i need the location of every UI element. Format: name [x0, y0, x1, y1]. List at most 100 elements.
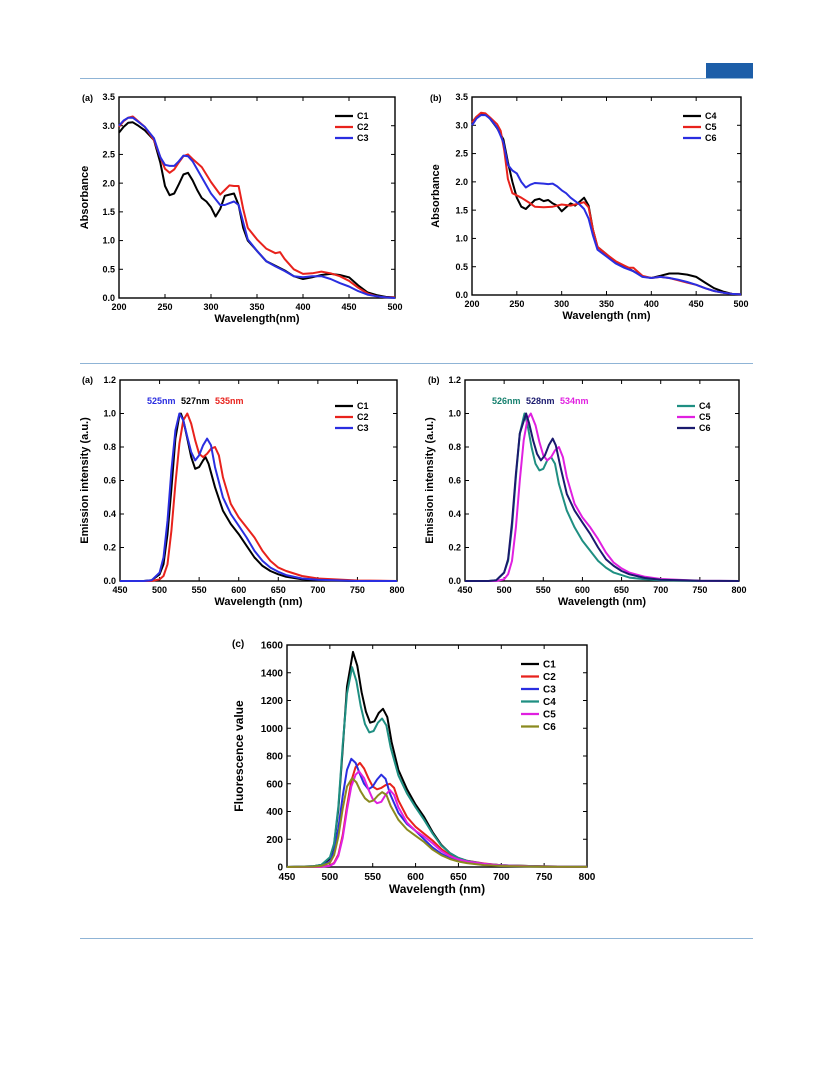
y-tick-label: 1.0: [102, 236, 115, 246]
x-tick-label: 650: [450, 872, 467, 883]
y-tick-label: 2.0: [102, 178, 115, 188]
y-tick-label: 1.2: [103, 375, 116, 385]
x-tick-label: 700: [653, 585, 668, 595]
bottom-rule: [80, 938, 753, 939]
plot-frame: [118, 96, 396, 299]
x-tick-label: 750: [350, 585, 365, 595]
x-tick-label: 650: [271, 585, 286, 595]
legend-label-c1: C1: [357, 111, 369, 121]
x-tick-label: 750: [536, 872, 553, 883]
x-tick-label: 600: [575, 585, 590, 595]
legend-label-c5: C5: [543, 710, 556, 721]
y-tick-label: 3.0: [455, 120, 468, 130]
x-tick-label: 500: [152, 585, 167, 595]
y-tick-label: 1.2: [448, 375, 461, 385]
series-line-c6: [471, 114, 742, 296]
x-tick-label: 550: [364, 872, 381, 883]
series-line-c4: [286, 666, 588, 868]
x-tick-label: 550: [192, 585, 207, 595]
x-tick-label: 500: [497, 585, 512, 595]
y-tick-label: 2.5: [455, 149, 468, 159]
y-tick-label: 1.5: [455, 205, 468, 215]
x-tick-label: 800: [389, 585, 404, 595]
x-tick-label: 400: [644, 299, 659, 309]
x-tick-label: 450: [689, 299, 704, 309]
y-tick-label: 600: [266, 779, 283, 790]
series-line-c1: [286, 650, 588, 868]
legend-label-c1: C1: [357, 401, 369, 411]
chart-abs-b: 200 250 300 350 400 450 500 0.0 0.5 1.0 1.5 2.0 2.5 3…: [430, 92, 749, 322]
x-axis-label: Wavelength (nm): [389, 882, 485, 896]
x-tick-label: 600: [407, 872, 424, 883]
y-axis-label: Emission intensity (a.u.): [79, 417, 91, 544]
peak-annotation: 526nm: [492, 396, 521, 406]
legend-label-c5: C5: [705, 122, 717, 132]
x-tick-label: 550: [536, 585, 551, 595]
y-tick-label: 0.5: [455, 262, 468, 272]
x-tick-label: 800: [731, 585, 746, 595]
y-tick-label: 1.0: [448, 409, 461, 419]
y-tick-label: 1000: [261, 724, 284, 735]
x-tick-label: 450: [112, 585, 127, 595]
x-tick-label: 250: [509, 299, 524, 309]
legend-label-c6: C6: [705, 133, 717, 143]
x-tick-label: 450: [279, 872, 296, 883]
x-tick-label: 450: [457, 585, 472, 595]
x-tick-label: 200: [464, 299, 479, 309]
legend-label-c2: C2: [543, 672, 556, 683]
series-line-c4: [471, 113, 742, 296]
panel-label: (a): [82, 375, 93, 385]
x-tick-label: 650: [614, 585, 629, 595]
middle-rule: [80, 363, 753, 364]
header-accent-tab: [706, 63, 753, 78]
y-tick-label: 0.5: [102, 264, 115, 274]
plot-frame: [119, 379, 398, 582]
y-tick-label: 0.8: [448, 442, 461, 452]
x-axis-label: Wavelength (nm): [558, 596, 647, 608]
series-line-c3: [120, 412, 397, 582]
y-tick-label: 0.4: [103, 509, 116, 519]
peak-annotation: 525nm: [147, 396, 176, 406]
chart-fluo-c: 450 500 550 600 650 700 750 800 0 200 400 600 800 100…: [232, 639, 596, 896]
y-tick-label: 3.0: [102, 121, 115, 131]
legend-label-c2: C2: [357, 122, 369, 132]
legend-label-c1: C1: [543, 660, 556, 671]
series-line-c1: [120, 412, 397, 582]
series-line-c5: [471, 111, 742, 296]
top-rule: [80, 78, 753, 79]
y-axis-label: Emission intensity (a.u.): [424, 417, 436, 544]
series-line-c4: [465, 412, 739, 582]
y-tick-label: 0.8: [103, 442, 116, 452]
y-tick-label: 1400: [261, 668, 284, 679]
y-tick-label: 1.5: [102, 207, 115, 217]
y-tick-label: 1600: [261, 641, 284, 652]
legend-label-c2: C2: [357, 412, 369, 422]
panel-label: (c): [232, 639, 244, 650]
y-tick-label: 0.0: [102, 293, 115, 303]
x-axis-label: Wavelength (nm): [214, 596, 303, 608]
y-tick-label: 0.0: [103, 576, 116, 586]
y-tick-label: 3.5: [102, 92, 115, 102]
x-tick-label: 500: [387, 302, 402, 312]
panel-label: (b): [430, 93, 442, 103]
x-axis-label: Wavelength(nm): [214, 313, 299, 325]
y-tick-label: 0.2: [103, 543, 116, 553]
legend-label-c5: C5: [699, 412, 711, 422]
plot-frame: [464, 379, 740, 582]
x-tick-label: 450: [341, 302, 356, 312]
y-tick-label: 0.6: [103, 476, 116, 486]
x-tick-label: 800: [579, 872, 596, 883]
panel-label: (a): [82, 93, 93, 103]
legend-label-c4: C4: [699, 401, 711, 411]
legend-label-c3: C3: [543, 685, 556, 696]
y-tick-label: 1.0: [455, 234, 468, 244]
legend-label-c4: C4: [543, 697, 556, 708]
legend-label-c3: C3: [357, 133, 369, 143]
legend-label-c6: C6: [699, 423, 711, 433]
series-line-c3: [118, 116, 396, 299]
x-tick-label: 700: [493, 872, 510, 883]
x-tick-label: 300: [554, 299, 569, 309]
x-tick-label: 350: [599, 299, 614, 309]
y-tick-label: 200: [266, 835, 283, 846]
series-line-c2: [118, 115, 395, 299]
